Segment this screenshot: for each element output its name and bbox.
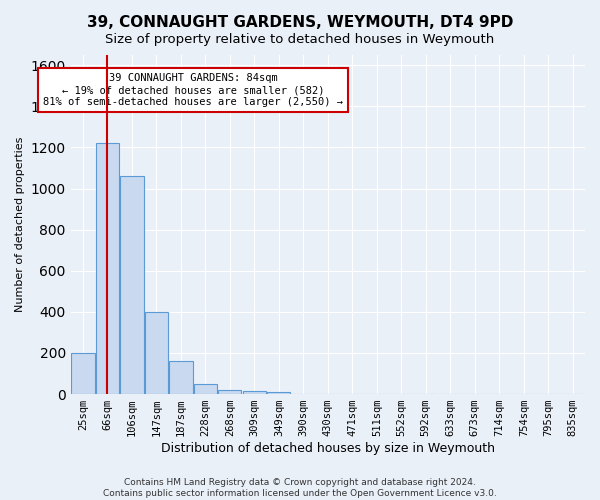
- Bar: [145, 312, 168, 394]
- Bar: [71, 353, 95, 394]
- Bar: [96, 144, 119, 394]
- Bar: [194, 384, 217, 394]
- Bar: [120, 176, 143, 394]
- Bar: [243, 391, 266, 394]
- Bar: [218, 390, 241, 394]
- Text: Size of property relative to detached houses in Weymouth: Size of property relative to detached ho…: [106, 32, 494, 46]
- Bar: [267, 392, 290, 394]
- Text: Contains HM Land Registry data © Crown copyright and database right 2024.
Contai: Contains HM Land Registry data © Crown c…: [103, 478, 497, 498]
- Bar: [169, 361, 193, 394]
- Text: 39, CONNAUGHT GARDENS, WEYMOUTH, DT4 9PD: 39, CONNAUGHT GARDENS, WEYMOUTH, DT4 9PD: [87, 15, 513, 30]
- Y-axis label: Number of detached properties: Number of detached properties: [15, 137, 25, 312]
- X-axis label: Distribution of detached houses by size in Weymouth: Distribution of detached houses by size …: [161, 442, 495, 455]
- Text: 39 CONNAUGHT GARDENS: 84sqm
← 19% of detached houses are smaller (582)
81% of se: 39 CONNAUGHT GARDENS: 84sqm ← 19% of det…: [43, 74, 343, 106]
